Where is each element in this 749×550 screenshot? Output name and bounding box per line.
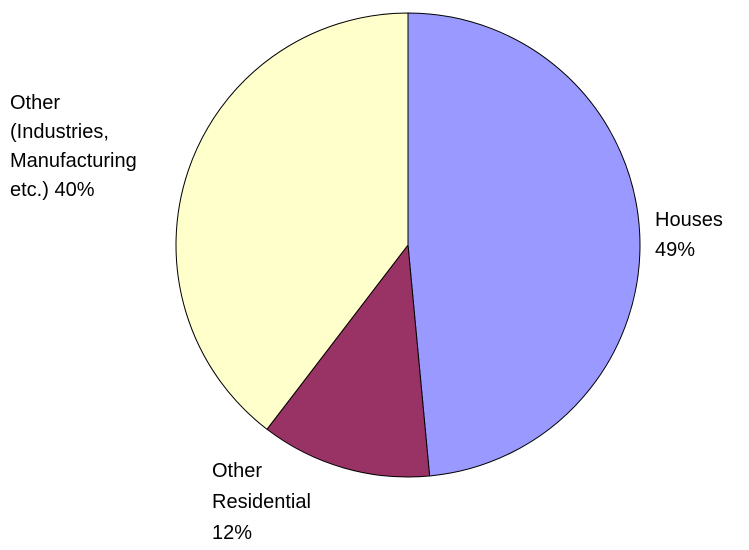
pie-slice-other-residential xyxy=(266,243,431,478)
slice-label-other-residential: Other Residential 12% xyxy=(212,460,317,544)
pie-labels: Houses 49% Other Residential 12% Other (… xyxy=(10,92,728,544)
pie-slice-other-industries xyxy=(175,12,409,430)
slice-label-other-industries-line-1: Other xyxy=(10,92,60,114)
slice-label-other-industries-line-4: etc.) 40% xyxy=(10,179,95,201)
slice-label-houses: Houses 49% xyxy=(655,209,728,261)
slice-label-other-residential-line-2: Residential xyxy=(212,491,311,513)
pie-slice-houses xyxy=(407,12,641,477)
slice-label-other-industries: Other (Industries, Manufacturing etc.) 4… xyxy=(10,92,142,201)
slice-label-other-industries-line-3: Manufacturing xyxy=(10,150,137,172)
slice-label-houses-line-2: 49% xyxy=(655,239,695,261)
slice-label-other-residential-line-3: 12% xyxy=(212,522,252,544)
slice-label-houses-line-1: Houses xyxy=(655,209,723,231)
slice-label-other-industries-line-2: (Industries, xyxy=(10,121,109,143)
pie-slices xyxy=(175,12,641,478)
slice-label-other-residential-line-1: Other xyxy=(212,460,262,482)
